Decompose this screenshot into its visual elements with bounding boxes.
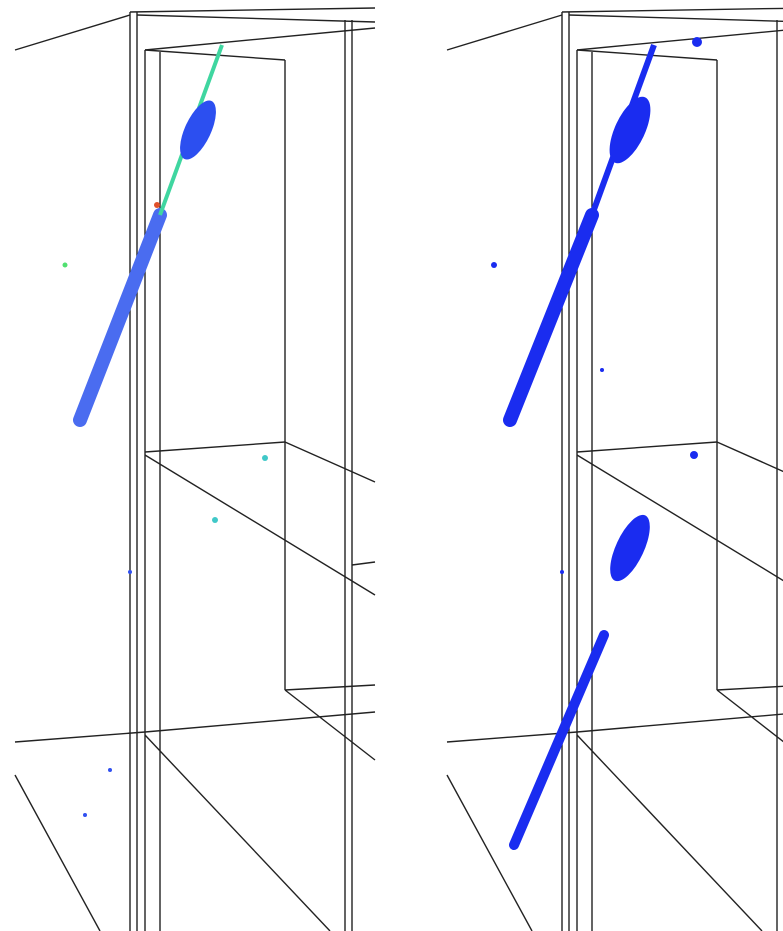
right-panel [447, 8, 783, 931]
particle [560, 570, 564, 574]
visualization [0, 0, 783, 931]
particle [108, 768, 112, 772]
particle [600, 368, 604, 372]
page: {} html, body { margin: 0; padding: 0; b… [0, 0, 783, 931]
particle [212, 517, 218, 523]
particle [690, 451, 698, 459]
particle [491, 262, 497, 268]
particle [154, 202, 160, 208]
particle-streak [510, 215, 592, 420]
particle [262, 455, 268, 461]
particle-streak [80, 215, 160, 420]
left-particles [63, 45, 269, 817]
left-panel [15, 8, 375, 931]
body: (() => { const data = JSON.parse(documen… [0, 0, 783, 931]
particle-cluster [602, 509, 658, 586]
particle [692, 37, 702, 47]
particle-streak [514, 635, 604, 845]
particle [128, 570, 132, 574]
particle [63, 263, 68, 268]
particle [83, 813, 87, 817]
